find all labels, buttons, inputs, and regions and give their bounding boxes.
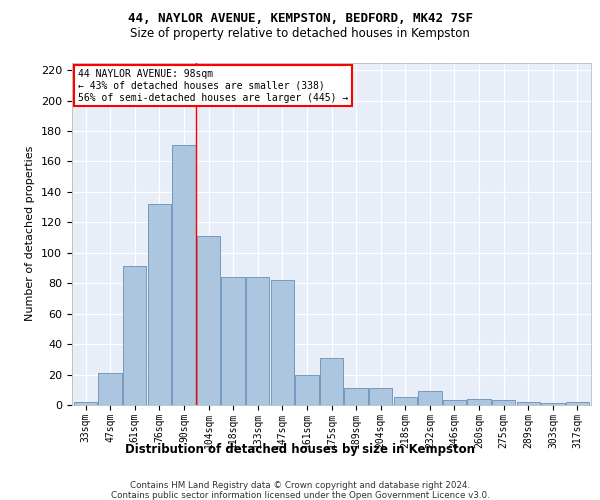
Text: 44, NAYLOR AVENUE, KEMPSTON, BEDFORD, MK42 7SF: 44, NAYLOR AVENUE, KEMPSTON, BEDFORD, MK…: [128, 12, 473, 26]
Text: Contains public sector information licensed under the Open Government Licence v3: Contains public sector information licen…: [110, 491, 490, 500]
Bar: [295, 374, 319, 405]
Bar: [271, 280, 294, 405]
Bar: [344, 388, 368, 405]
Bar: [172, 144, 196, 405]
Bar: [98, 373, 122, 405]
Bar: [148, 204, 171, 405]
Text: Contains HM Land Registry data © Crown copyright and database right 2024.: Contains HM Land Registry data © Crown c…: [130, 481, 470, 490]
Bar: [197, 236, 220, 405]
Y-axis label: Number of detached properties: Number of detached properties: [25, 146, 35, 322]
Bar: [320, 358, 343, 405]
Bar: [74, 402, 97, 405]
Text: Distribution of detached houses by size in Kempston: Distribution of detached houses by size …: [125, 442, 475, 456]
Bar: [246, 277, 269, 405]
Bar: [467, 399, 491, 405]
Bar: [443, 400, 466, 405]
Bar: [418, 392, 442, 405]
Text: 44 NAYLOR AVENUE: 98sqm
← 43% of detached houses are smaller (338)
56% of semi-d: 44 NAYLOR AVENUE: 98sqm ← 43% of detache…: [78, 70, 349, 102]
Bar: [394, 398, 417, 405]
Bar: [517, 402, 540, 405]
Bar: [221, 277, 245, 405]
Bar: [566, 402, 589, 405]
Bar: [541, 404, 565, 405]
Text: Size of property relative to detached houses in Kempston: Size of property relative to detached ho…: [130, 28, 470, 40]
Bar: [492, 400, 515, 405]
Bar: [123, 266, 146, 405]
Bar: [369, 388, 392, 405]
